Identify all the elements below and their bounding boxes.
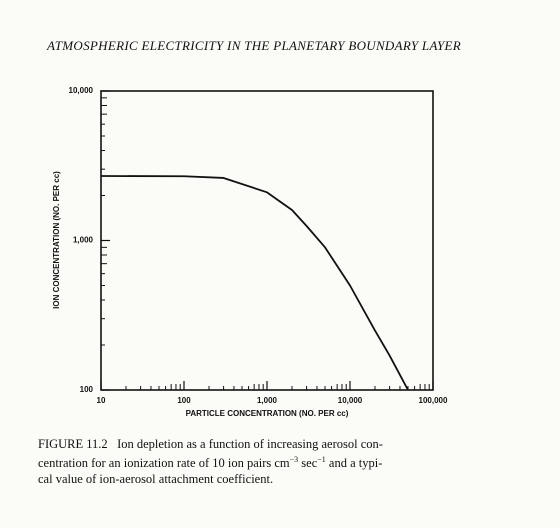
x-axis-label: PARTICLE CONCENTRATION (NO. PER cc) [186,409,349,418]
x-tick-label: 1,000 [257,396,278,405]
caption-text: centration for an ionization rate of 10 … [38,456,290,471]
caption-text: cal value of ion-aerosol attachment coef… [38,472,274,487]
caption-text: and a typi- [328,456,383,471]
figure-caption: FIGURE 11.2 Ion depletion as a function … [38,436,478,487]
x-tick-label: 10,000 [338,396,363,405]
x-tick-label: 10 [97,396,106,405]
y-tick-label: 100 [80,385,94,394]
caption-line: cal value of ion-aerosol attachment coef… [38,471,478,487]
superscript: −3 [289,455,299,464]
caption-label: FIGURE 11.2 [38,437,108,451]
y-tick-label: 10,000 [69,86,94,95]
data-line [100,175,409,391]
caption-text: Ion depletion as a function of increasin… [117,437,383,451]
y-tick-label: 1,000 [73,236,94,245]
x-tick-label: 100 [177,396,191,405]
superscript: −1 [317,455,326,464]
caption-line: FIGURE 11.2 Ion depletion as a function … [38,436,478,452]
x-tick-label: 100,000 [419,396,448,405]
running-header: ATMOSPHERIC ELECTRICITY IN THE PLANETARY… [47,38,462,53]
caption-line: centration for an ionization rate of 10 … [38,452,478,471]
y-axis-label: ION CONCENTRATION (NO. PER cc) [52,171,61,309]
caption-text: sec [301,456,318,471]
